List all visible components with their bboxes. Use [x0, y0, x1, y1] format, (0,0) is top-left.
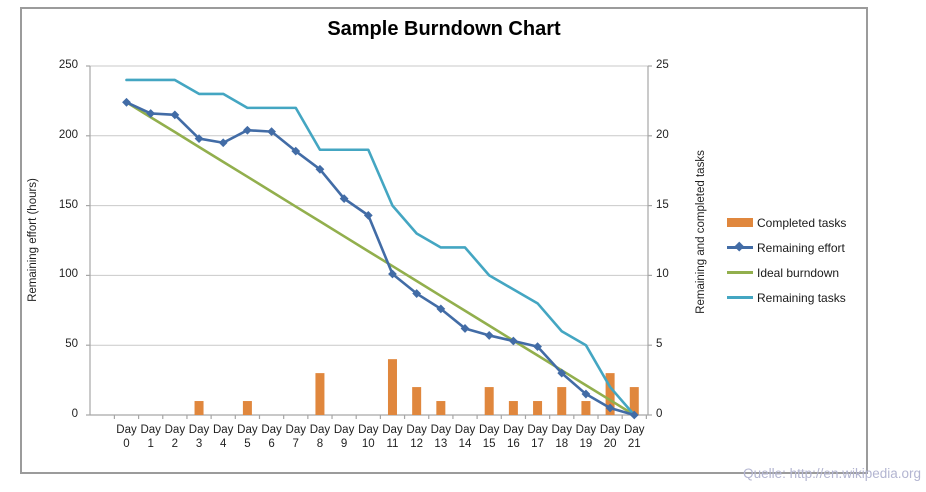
completed-tasks-bar	[629, 387, 639, 415]
legend-label: Remaining tasks	[757, 290, 846, 305]
source-note: Quelle: http://en.wikipedia.org	[743, 466, 921, 481]
x-axis-label-day-7: Day 7	[285, 424, 306, 450]
remaining-effort-marker	[605, 403, 615, 413]
remaining-effort-marker	[122, 97, 131, 107]
completed-tasks-bar	[242, 401, 252, 415]
remaining-effort-marker	[243, 125, 252, 135]
remaining-effort-marker	[339, 194, 349, 204]
legend-line-swatch-icon	[727, 296, 753, 299]
remaining-tasks-line	[125, 78, 636, 417]
x-axis-label-day-0: Day 0	[116, 424, 137, 450]
chart-title: Sample Burndown Chart	[327, 18, 561, 40]
remaining-effort-marker	[267, 127, 276, 137]
x-axis-label-day-14: Day 14	[454, 424, 476, 450]
x-axis-label-day-12: Day 12	[406, 424, 427, 450]
x-axis-label-day-5: Day 5	[237, 424, 258, 450]
ideal-burndown-line	[125, 100, 636, 417]
completed-tasks-bar	[581, 401, 591, 415]
remaining-effort-marker	[484, 331, 494, 340]
completed-tasks-bar	[194, 401, 204, 415]
remaining-effort-marker	[412, 289, 422, 298]
x-axis-label-day-10: Day 10	[358, 424, 379, 450]
legend-item-remaining-effort: Remaining effort	[727, 235, 846, 260]
x-axis-label-day-8: Day 8	[309, 424, 331, 450]
legend-label: Completed tasks	[757, 215, 847, 230]
completed-tasks-bar	[315, 373, 325, 415]
x-axis-label-day-1: Day 1	[140, 424, 161, 450]
legend-bar-swatch-icon	[727, 218, 753, 227]
remaining-effort-marker	[436, 304, 446, 314]
left-axis-tick-label: 100	[58, 268, 78, 281]
right-axis-tick-label: 25	[656, 59, 669, 71]
chart-frame	[20, 7, 868, 474]
x-axis-label-day-16: Day 16	[503, 424, 524, 450]
left-axis-tick-label: 200	[58, 128, 78, 141]
right-axis-tick-label: 5	[656, 338, 663, 351]
legend: Completed tasks Remaining effort Ideal bur…	[727, 210, 846, 310]
right-axis-tick-label: 10	[656, 268, 669, 281]
right-axis-tick-label: 15	[656, 198, 669, 211]
legend-label: Ideal burndown	[757, 265, 840, 280]
left-axis-tick-label: 50	[65, 338, 78, 351]
x-axis-label-day-11: Day 11	[382, 424, 403, 450]
x-axis-label-day-2: Day 2	[164, 424, 186, 450]
remaining-effort-line	[125, 100, 636, 417]
legend-item-remaining-tasks: Remaining tasks	[727, 285, 846, 310]
legend-item-ideal-burndown: Ideal burndown	[727, 260, 846, 285]
remaining-effort-marker	[581, 389, 591, 399]
legend-label: Remaining effort	[757, 240, 845, 255]
remaining-effort-marker	[557, 368, 567, 378]
right-axis-tick-label: 20	[656, 128, 669, 141]
x-axis-label-day-6: Day 6	[261, 424, 282, 450]
completed-tasks-bar	[387, 359, 397, 415]
x-axis-label-day-21: Day 21	[624, 424, 645, 450]
remaining-effort-marker	[388, 269, 397, 279]
completed-tasks-bar	[533, 401, 543, 415]
x-axis-label-day-20: Day 20	[599, 424, 621, 450]
remaining-effort-marker	[508, 336, 518, 346]
remaining-effort-marker	[363, 210, 373, 220]
completed-tasks-bar	[436, 401, 446, 415]
remaining-effort-marker	[218, 138, 228, 148]
completed-tasks-bar	[508, 401, 518, 415]
x-axis-label-day-9: Day 9	[333, 424, 355, 450]
left-axis-tick-label: 250	[58, 59, 78, 71]
x-axis-label-day-15: Day 15	[478, 424, 500, 450]
remaining-effort-marker	[291, 146, 301, 156]
left-axis-tick-label: 0	[71, 408, 78, 420]
x-axis-label-day-4: Day 4	[212, 424, 234, 450]
x-axis-label-day-13: Day 13	[430, 424, 452, 450]
completed-tasks-bar	[484, 387, 494, 415]
x-axis-label-day-19: Day 19	[575, 424, 597, 450]
legend-diamond-marker-icon	[734, 241, 744, 251]
right-axis-title: Remaining and completed tasks	[695, 150, 707, 314]
legend-line-swatch-icon	[727, 241, 753, 251]
remaining-effort-marker	[170, 110, 180, 120]
x-axis-label-day-18: Day 18	[551, 424, 572, 450]
completed-tasks-bar	[412, 387, 422, 415]
completed-tasks-bar	[605, 373, 615, 415]
remaining-effort-marker	[533, 342, 542, 351]
remaining-effort-marker	[194, 134, 204, 143]
left-axis-title: Remaining effort (hours)	[27, 178, 39, 302]
remaining-effort-marker	[629, 410, 639, 420]
remaining-effort-marker	[315, 164, 325, 174]
left-axis-tick-label: 150	[58, 198, 78, 211]
remaining-effort-marker	[460, 324, 470, 333]
legend-line-swatch-icon	[727, 271, 753, 274]
right-axis-tick-label: 0	[656, 408, 663, 420]
legend-item-completed-tasks: Completed tasks	[727, 210, 846, 235]
completed-tasks-bar	[557, 387, 567, 415]
x-axis-label-day-3: Day 3	[188, 424, 210, 450]
remaining-effort-marker	[146, 109, 156, 118]
x-axis-label-day-17: Day 17	[527, 424, 548, 450]
